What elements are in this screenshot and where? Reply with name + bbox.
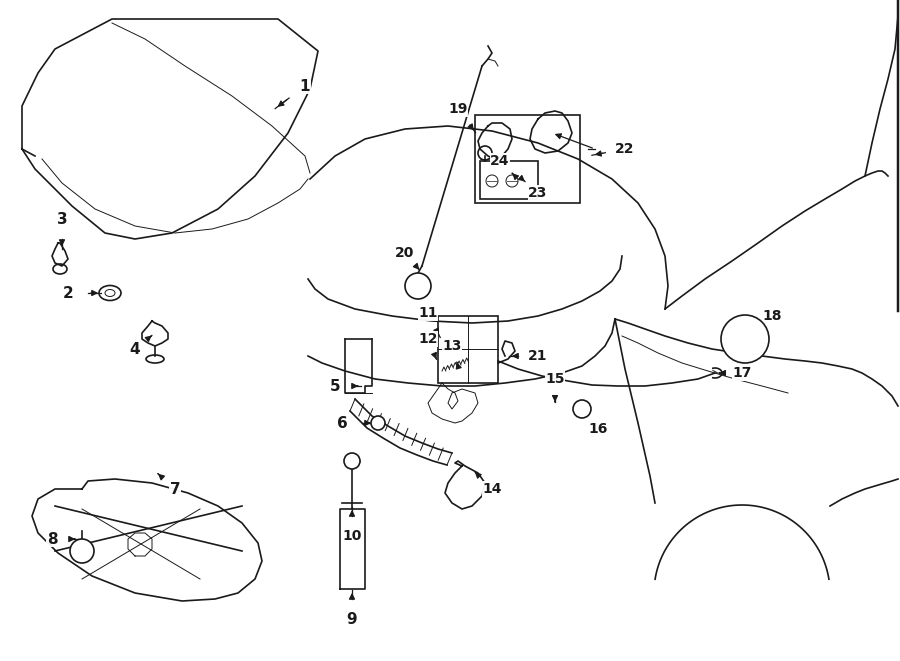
Text: 1: 1 — [300, 79, 310, 93]
Text: 4: 4 — [130, 342, 140, 356]
Text: 15: 15 — [545, 372, 565, 386]
Text: 21: 21 — [528, 349, 548, 363]
Text: 14: 14 — [482, 482, 502, 496]
Bar — [475, 115, 580, 203]
Text: 23: 23 — [528, 186, 548, 200]
Circle shape — [371, 416, 385, 430]
Circle shape — [721, 315, 769, 363]
Text: 7: 7 — [170, 481, 180, 496]
Text: 12: 12 — [418, 332, 437, 346]
Text: 20: 20 — [395, 246, 415, 260]
Text: 5: 5 — [329, 379, 340, 393]
Text: 9: 9 — [346, 611, 357, 627]
Text: 13: 13 — [442, 339, 462, 353]
Circle shape — [344, 453, 360, 469]
Text: 3: 3 — [57, 212, 68, 227]
Text: 2: 2 — [63, 286, 74, 301]
Text: 18: 18 — [762, 309, 782, 323]
Text: 6: 6 — [337, 416, 347, 430]
Text: 24: 24 — [491, 154, 509, 168]
Text: 16: 16 — [589, 422, 608, 436]
Circle shape — [573, 400, 591, 418]
Text: 19: 19 — [448, 102, 468, 116]
Text: 10: 10 — [342, 529, 362, 543]
Bar — [438, 316, 498, 383]
Text: 17: 17 — [733, 366, 751, 380]
Text: 8: 8 — [47, 531, 58, 547]
Bar — [480, 161, 538, 199]
Text: 22: 22 — [616, 142, 634, 156]
Text: 11: 11 — [418, 306, 437, 320]
Circle shape — [405, 273, 431, 299]
Circle shape — [70, 539, 94, 563]
